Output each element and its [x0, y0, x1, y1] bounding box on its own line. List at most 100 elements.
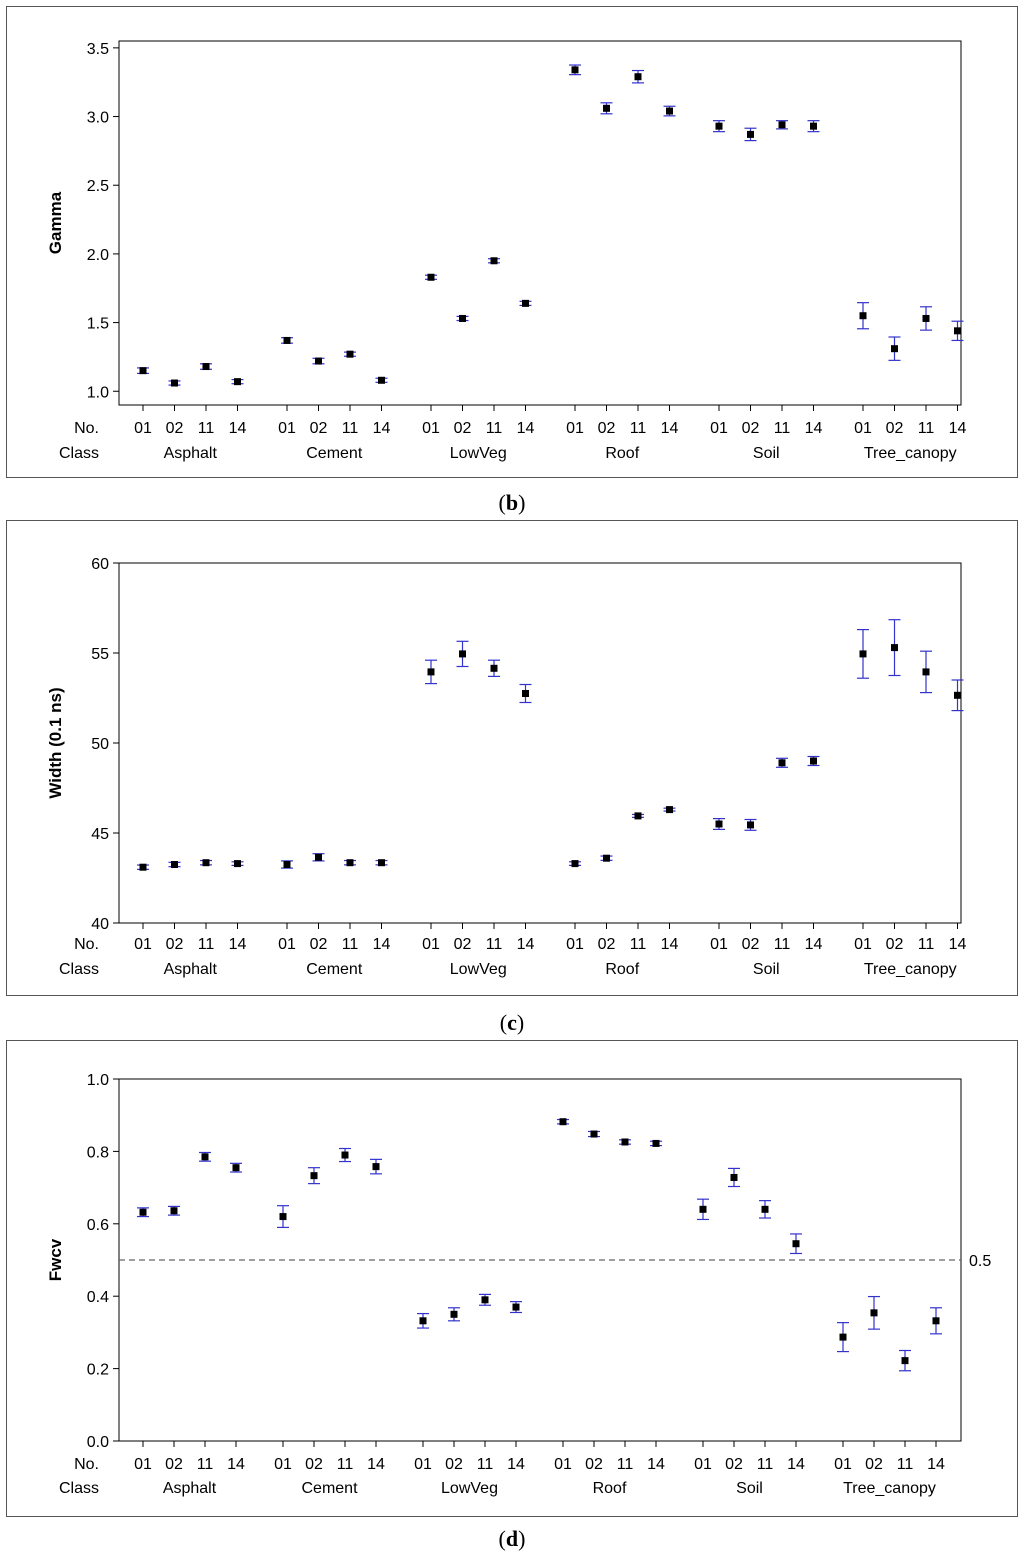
data-point — [522, 690, 529, 697]
data-point — [810, 122, 817, 130]
data-point — [202, 363, 210, 371]
data-point — [792, 1240, 800, 1248]
data-point — [901, 1357, 909, 1365]
data-point — [201, 1153, 209, 1161]
data-point — [666, 806, 673, 814]
x-class-label: LowVeg — [441, 1480, 498, 1497]
data-point — [954, 327, 961, 335]
data-point — [810, 757, 817, 765]
y-tick-label: 3.0 — [87, 110, 109, 127]
data-point — [139, 1208, 147, 1216]
x-number-label: 02 — [165, 1456, 183, 1473]
x-number-label: 11 — [897, 1456, 914, 1473]
x-number-label: 02 — [310, 936, 328, 953]
y-tick-label: 2.0 — [87, 247, 109, 264]
x-number-label: 01 — [854, 420, 872, 437]
x-number-label: 14 — [227, 1456, 245, 1473]
data-point — [634, 812, 642, 820]
x-class-label: Soil — [753, 961, 780, 978]
data-point — [839, 1333, 847, 1341]
panel-c: 40 45 50 55 60 Width (0.1 ns) No. Class 01 02 11 14… — [6, 520, 1018, 996]
data-point — [891, 644, 898, 652]
data-point — [512, 1303, 520, 1311]
reference-line-label: 0.5 — [969, 1253, 991, 1270]
data-point — [450, 1310, 458, 1318]
x-class-label: Soil — [753, 445, 780, 462]
x-number-label: 11 — [342, 420, 359, 437]
x-number-label: 11 — [337, 1456, 354, 1473]
data-point — [310, 1172, 318, 1180]
x-number-label: 02 — [445, 1456, 463, 1473]
x-number-label: 01 — [422, 936, 440, 953]
x-class-label: Roof — [593, 1480, 627, 1497]
data-point — [571, 860, 579, 868]
x-number-label: 11 — [198, 420, 215, 437]
plot-frame — [118, 562, 962, 924]
x-number-label: 01 — [134, 1456, 152, 1473]
data-point — [283, 861, 291, 868]
x-number-label: 14 — [373, 420, 391, 437]
data-point — [603, 854, 610, 862]
x-class-label: Cement — [306, 961, 363, 978]
row-label-class: Class — [59, 445, 99, 462]
row-label-no: No. — [74, 1456, 99, 1473]
data-point — [778, 121, 786, 129]
data-point — [315, 853, 322, 861]
x-number-label: 02 — [305, 1456, 323, 1473]
x-number-label: 02 — [454, 420, 472, 437]
data-point — [666, 107, 673, 115]
data-point — [715, 122, 723, 130]
x-number-label: 01 — [554, 1456, 572, 1473]
data-point — [859, 312, 867, 320]
x-class-label: Asphalt — [163, 1480, 217, 1497]
y-axis-label: Gamma — [46, 191, 65, 254]
data-point — [621, 1138, 629, 1146]
x-number-label: 02 — [598, 936, 616, 953]
x-number-label: 01 — [414, 1456, 432, 1473]
y-tick-label: 2.5 — [87, 178, 109, 195]
x-number-label: 02 — [454, 936, 472, 953]
x-number-label: 01 — [566, 936, 584, 953]
data-point — [747, 821, 754, 829]
y-tick-label: 1.0 — [87, 1072, 109, 1089]
x-class-label: LowVeg — [450, 445, 507, 462]
x-number-label: 14 — [647, 1456, 665, 1473]
x-number-label: 01 — [854, 936, 872, 953]
data-point — [427, 273, 435, 281]
x-number-label: 01 — [274, 1456, 292, 1473]
data-point — [859, 650, 867, 658]
data-point — [922, 668, 930, 676]
data-point — [652, 1139, 660, 1147]
data-point — [761, 1205, 769, 1213]
y-tick-label: 0.6 — [87, 1217, 109, 1234]
x-number-label: 02 — [310, 420, 328, 437]
y-tick-label: 55 — [91, 646, 109, 663]
x-number-label: 14 — [805, 420, 823, 437]
x-number-label: 01 — [134, 420, 152, 437]
x-number-label: 14 — [229, 936, 247, 953]
x-number-label: 11 — [197, 1456, 214, 1473]
y-tick-label: 0.4 — [87, 1289, 109, 1306]
y-axis-label: Fwcv — [46, 1238, 65, 1281]
x-class-label: Asphalt — [164, 445, 218, 462]
x-number-label: 11 — [630, 936, 647, 953]
data-point — [170, 1207, 178, 1215]
data-point — [747, 130, 754, 138]
data-point — [139, 863, 147, 871]
data-point — [932, 1317, 940, 1325]
x-number-label: 11 — [918, 420, 935, 437]
y-tick-label: 0.8 — [87, 1144, 109, 1161]
chart-width: 40 45 50 55 60 Width (0.1 ns) No. Class 01 02 11 14… — [46, 556, 967, 978]
x-number-label: 11 — [630, 420, 647, 437]
x-number-label: 14 — [229, 420, 247, 437]
x-number-label: 14 — [661, 420, 679, 437]
panel-b: 1.0 1.5 2.0 2.5 3.0 3.5 Gamma No. Class 01 02 11 14 A… — [6, 6, 1018, 478]
data-point — [234, 860, 241, 868]
x-number-label: 02 — [865, 1456, 883, 1473]
data-point — [522, 299, 529, 307]
x-class-label: Tree_canopy — [843, 1480, 936, 1497]
x-number-label: 14 — [661, 936, 679, 953]
x-class-label: Tree_canopy — [864, 445, 957, 462]
x-number-label: 11 — [617, 1456, 634, 1473]
x-class-label: Tree_canopy — [864, 961, 957, 978]
